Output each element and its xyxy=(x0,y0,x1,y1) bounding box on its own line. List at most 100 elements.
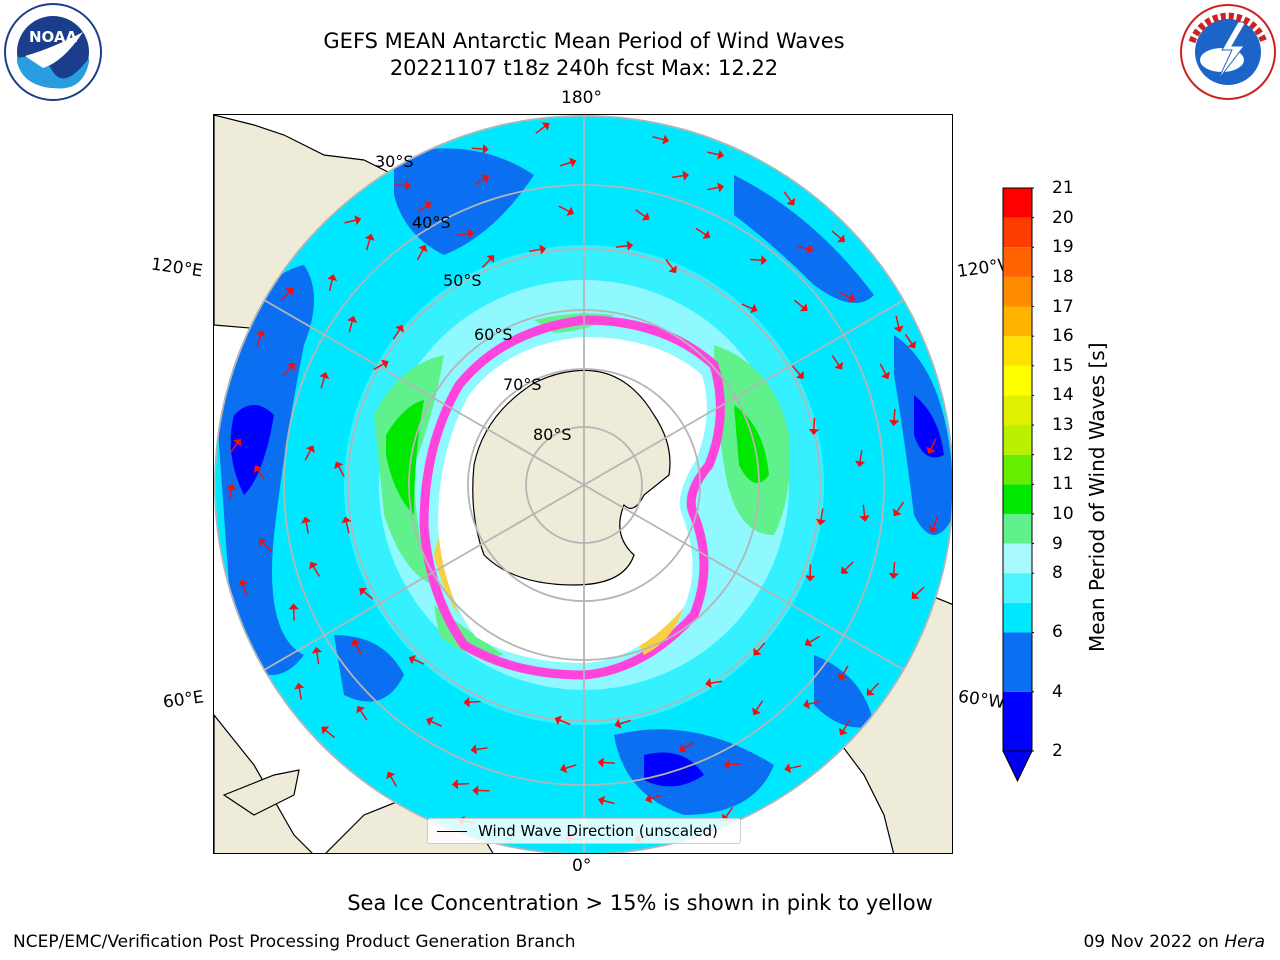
wind-arrow-head xyxy=(238,579,249,587)
wind-arrow-head xyxy=(319,372,330,380)
wind-arrow xyxy=(796,245,809,250)
wind-arrow xyxy=(893,408,896,421)
wind-arrow-head xyxy=(253,465,263,473)
wind-arrow-head xyxy=(597,757,604,768)
wind-arrow xyxy=(895,315,900,328)
wind-arrow-head xyxy=(408,654,417,665)
wind-arrow-head xyxy=(541,122,550,131)
colorbar-tick-12: 12 xyxy=(1052,444,1074,465)
wind-arrow-head xyxy=(309,561,318,570)
wind-arrow-head xyxy=(566,206,575,216)
polar-map xyxy=(214,115,952,853)
wind-arrow xyxy=(707,186,720,191)
lat-label-30s: 30°S xyxy=(375,152,414,171)
wind-arrow-head xyxy=(892,508,902,517)
wind-arrow-head xyxy=(233,438,242,447)
wind-arrow xyxy=(416,248,424,261)
colorbar-tick-10: 10 xyxy=(1052,503,1074,524)
wind-arrow-head xyxy=(668,265,677,274)
noaa-logo: NOAA xyxy=(3,2,103,102)
wind-arrow xyxy=(373,363,385,371)
wind-arrow xyxy=(807,700,820,706)
wind-arrow xyxy=(914,586,925,597)
wind-arrow xyxy=(652,135,665,141)
map-legend: Wind Wave Direction (unscaled) xyxy=(427,818,741,844)
wind-arrow xyxy=(280,290,291,301)
noaa-logo-text: NOAA xyxy=(29,28,78,46)
wind-arrow-head xyxy=(678,743,687,753)
wind-arrow-head xyxy=(645,793,653,804)
wind-arrow xyxy=(831,230,842,240)
colorbar-label: Mean Period of Wind Waves [s] xyxy=(1085,342,1109,652)
wind-arrow-head xyxy=(723,759,731,770)
colorbar-band-12-13 xyxy=(1003,425,1032,455)
wind-arrow-head xyxy=(301,516,312,524)
footer-date: 09 Nov 2022 on Hera xyxy=(1083,932,1265,952)
wind-arrow-head xyxy=(804,637,813,647)
colorbar-tick-19: 19 xyxy=(1052,237,1074,258)
colorbar-band-17-18 xyxy=(1003,276,1032,307)
wind-arrow-head xyxy=(808,428,820,436)
wind-arrow-head xyxy=(760,255,768,266)
wind-arrow-head xyxy=(888,572,899,580)
wind-arrow-head xyxy=(911,591,920,600)
madagascar xyxy=(222,769,300,816)
wind-arrow-head xyxy=(380,359,389,369)
wind-arrow-head xyxy=(626,240,634,251)
wind-arrow xyxy=(707,151,720,156)
colorbar-band-10-11 xyxy=(1003,484,1032,514)
graticule xyxy=(214,115,952,853)
wind-arrow xyxy=(813,417,816,430)
wind-arrow xyxy=(262,541,272,552)
wind-arrow-head xyxy=(682,170,690,181)
wind-arrow-head xyxy=(799,303,808,312)
colorbar-band-9-10 xyxy=(1003,513,1032,544)
lat-label-60s: 60°S xyxy=(474,325,513,344)
lat-label-50s: 50°S xyxy=(443,271,482,290)
wind-arrow xyxy=(869,682,880,693)
wind-arrow xyxy=(535,125,546,134)
wind-arrow-head xyxy=(614,718,622,729)
wind-arrow-head xyxy=(467,228,475,239)
wind-arrow-head xyxy=(311,646,323,654)
wind-arrow xyxy=(320,376,326,389)
colorbar-band-18-19 xyxy=(1003,247,1032,277)
wind-arrow xyxy=(755,700,764,712)
wind-arrow xyxy=(242,583,248,596)
wind-arrow xyxy=(862,504,866,517)
wind-arrow-head xyxy=(598,795,606,806)
wind-arrow-head xyxy=(255,329,266,338)
wind-arrow xyxy=(328,278,334,292)
wind-arrow xyxy=(413,658,425,665)
wind-arrow-head xyxy=(662,134,670,145)
wind-arrow-head xyxy=(305,445,315,453)
wind-arrow xyxy=(896,501,905,513)
wind-arrow xyxy=(344,219,357,224)
wind-arrow-head xyxy=(907,340,916,349)
wind-arrow xyxy=(362,590,374,600)
wind-arrow xyxy=(929,438,937,450)
wind-arrow xyxy=(791,365,801,376)
wind-arrow xyxy=(354,643,362,655)
wind-arrow xyxy=(305,521,309,534)
wind-arrow-head xyxy=(321,726,330,735)
wind-arrow-head xyxy=(795,371,804,379)
wind-arrow xyxy=(619,719,632,725)
colorbar-band-4-6 xyxy=(1003,632,1032,692)
wind-arrow-head xyxy=(705,678,712,689)
wind-arrow-head xyxy=(854,460,866,468)
colorbar-tick-18: 18 xyxy=(1052,266,1074,287)
wind-arrow-head xyxy=(426,716,434,727)
wind-arrow xyxy=(892,561,896,575)
wind-arrow xyxy=(741,303,754,310)
wind-arrow-head xyxy=(702,230,711,239)
wind-arrow xyxy=(348,320,354,333)
lat-label-70s: 70°S xyxy=(503,375,542,394)
colorbar-frame xyxy=(1002,187,1033,752)
wind-arrow xyxy=(783,191,792,202)
wind-arrow xyxy=(324,729,336,739)
footer-credit: NCEP/EMC/Verification Post Processing Pr… xyxy=(13,932,576,952)
colorbar-tick-17: 17 xyxy=(1052,296,1074,317)
wind-arrow xyxy=(558,719,571,726)
wind-arrow-head xyxy=(347,315,358,323)
